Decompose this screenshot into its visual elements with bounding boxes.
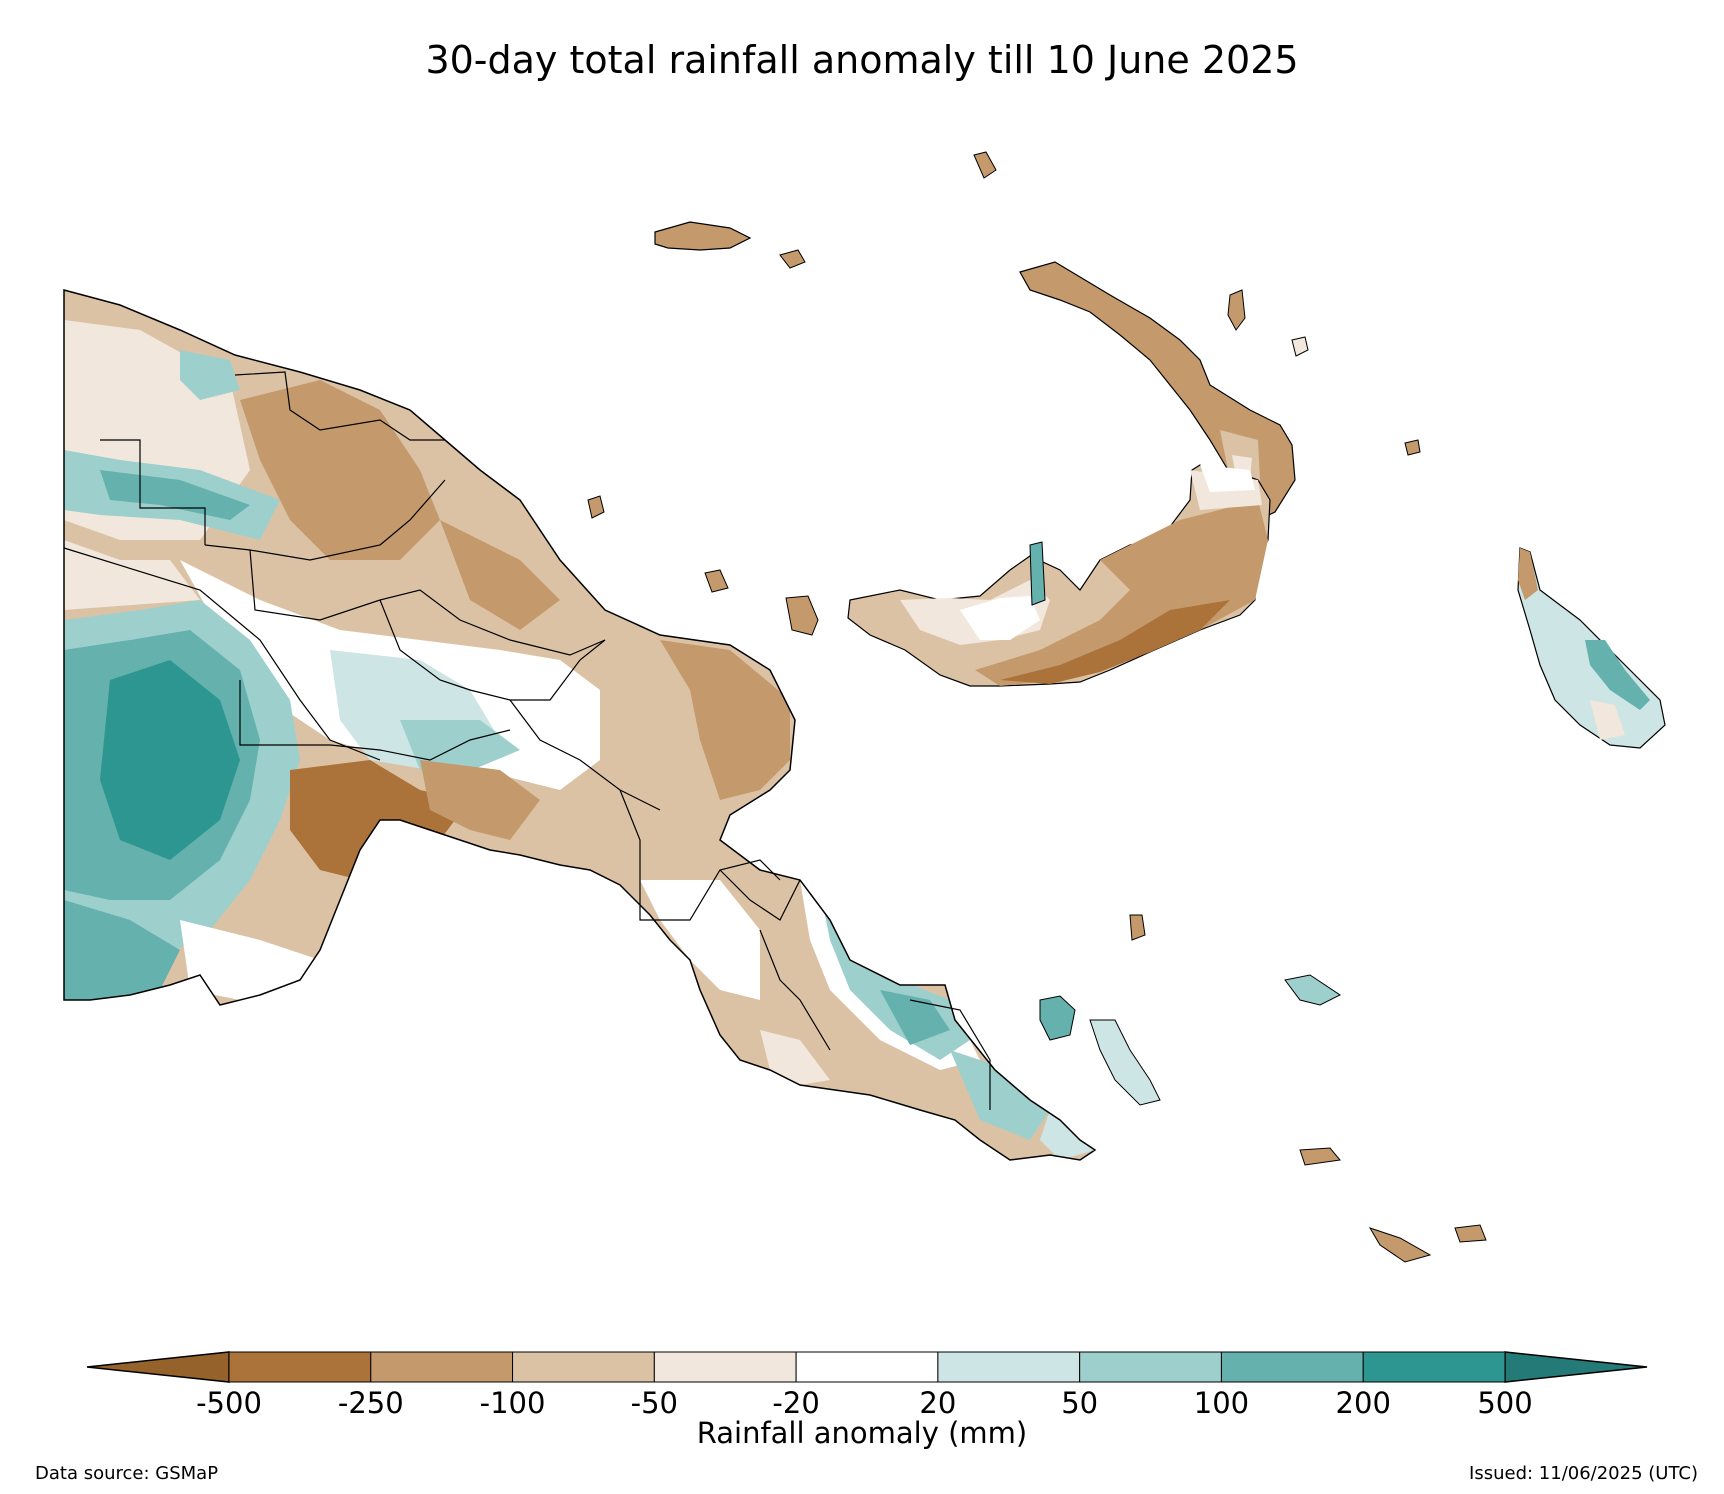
new-britain <box>847 464 1271 687</box>
province-borders <box>63 371 991 1110</box>
data-source-note: Data source: GSMaP <box>35 1463 219 1484</box>
colorbar-label: Rainfall anomaly (mm) <box>696 1416 1028 1450</box>
small-northern-islands <box>587 151 1421 636</box>
map-title: 30-day total rainfall anomaly till 10 Ju… <box>425 38 1299 82</box>
colorbar-swatch <box>653 1351 797 1383</box>
colorbar-swatch <box>1220 1351 1364 1383</box>
colorbar-swatch <box>1079 1351 1222 1383</box>
colorbar <box>86 1351 1648 1383</box>
manus-island <box>654 221 806 269</box>
colorbar-swatch <box>228 1351 372 1383</box>
colorbar-swatch <box>370 1351 514 1383</box>
colorbar-over-arrow <box>1504 1351 1648 1383</box>
bougainville <box>1517 547 1666 749</box>
colorbar-under-arrow <box>86 1351 230 1383</box>
milne-bay-islands <box>1039 914 1487 1263</box>
colorbar-swatch <box>937 1351 1081 1383</box>
colorbar-swatch <box>1362 1351 1506 1383</box>
issued-date: Issued: 11/06/2025 (UTC) <box>1469 1463 1698 1484</box>
colorbar-swatch <box>795 1351 939 1383</box>
mainland-shading <box>63 289 1097 1161</box>
colorbar-swatch <box>512 1351 655 1383</box>
